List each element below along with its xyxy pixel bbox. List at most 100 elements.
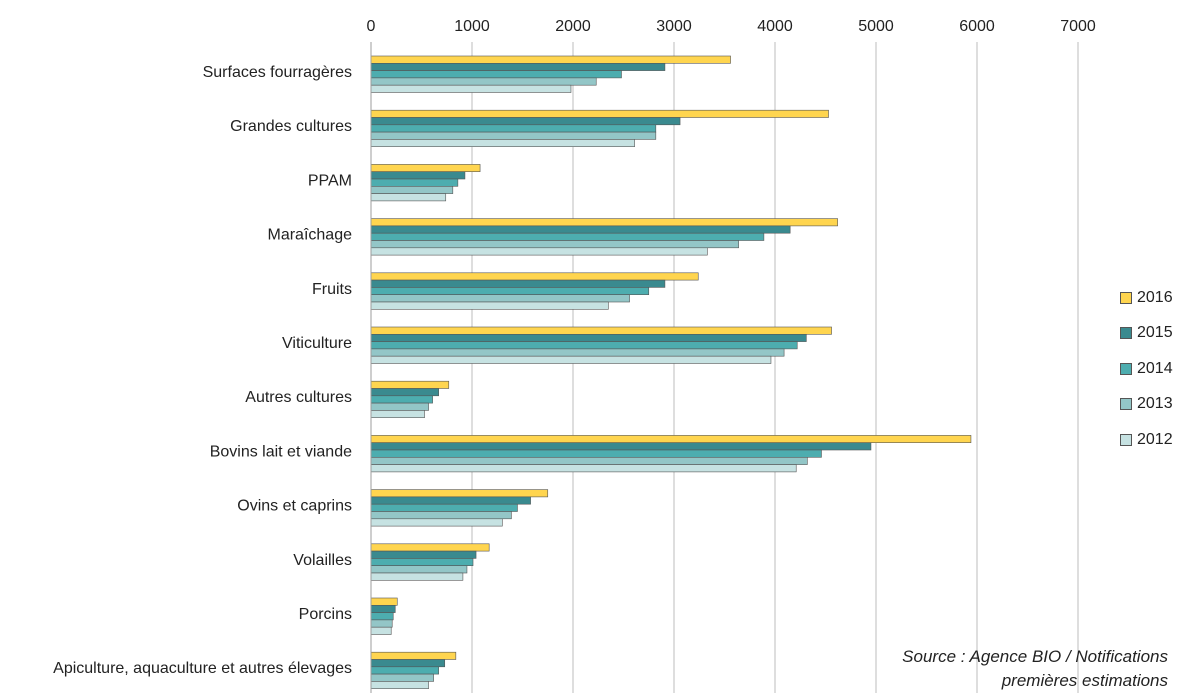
bar-2015-grandes-cultures xyxy=(370,117,681,126)
bar-2012-volailles xyxy=(370,572,464,581)
x-tick-label: 2000 xyxy=(555,18,591,35)
bar-2014-ovins-et-caprins xyxy=(370,503,518,512)
bar-2015-surfaces-fourrageres xyxy=(370,62,666,71)
legend-swatch xyxy=(1120,291,1132,304)
x-tick-label: 0 xyxy=(367,18,376,35)
source-line-1: Source : Agence BIO / Notifications xyxy=(902,647,1168,666)
legend-item-2014: 2014 xyxy=(1120,351,1186,387)
bar-2012-viticulture xyxy=(370,355,772,364)
legend-label: 2014 xyxy=(1137,359,1173,377)
bar-2012-autres-cultures xyxy=(370,410,425,418)
legend: 2016 2015 2014 2013 2012 xyxy=(1120,280,1186,458)
category-label: Grandes cultures xyxy=(230,118,352,135)
bar-2015-ovins-et-caprins xyxy=(370,496,531,505)
bar-2012-surfaces-fourrageres xyxy=(370,84,572,93)
bar-2014-porcins xyxy=(370,612,394,621)
bar-2013-autres-cultures xyxy=(370,402,429,411)
legend-swatch xyxy=(1120,398,1132,411)
bar-2012-porcins xyxy=(370,626,392,635)
category-label: Fruits xyxy=(312,281,352,298)
bar-2016-porcins xyxy=(370,597,398,606)
bar-2013-maraichage xyxy=(370,240,739,249)
bar-2014-autres-cultures xyxy=(370,395,433,404)
bar-2015-fruits xyxy=(370,279,666,288)
category-label: Viticulture xyxy=(282,335,352,352)
bar-2013-fruits xyxy=(370,294,630,303)
legend-swatch xyxy=(1120,327,1132,340)
bar-2016-grandes-cultures xyxy=(370,109,829,118)
x-tick-label: 6000 xyxy=(959,18,995,35)
bar-2015-bovins-lait-et-viande xyxy=(370,442,872,451)
category-label: Apiculture, aquaculture et autres élevag… xyxy=(53,660,352,677)
bar-2015-apiculture-aquaculture-et-autres-elevages xyxy=(370,659,446,668)
bar-2016-ovins-et-caprins xyxy=(370,489,549,498)
x-tick-label: 1000 xyxy=(454,18,490,35)
bar-2016-bovins-lait-et-viande xyxy=(370,435,972,443)
bar-2014-grandes-cultures xyxy=(370,124,657,133)
bar-2012-fruits xyxy=(370,301,609,310)
category-label: Porcins xyxy=(299,606,352,623)
bar-2013-ppam xyxy=(370,186,454,194)
bar-2013-porcins xyxy=(370,619,393,628)
legend-label: 2015 xyxy=(1137,324,1173,342)
bar-2012-bovins-lait-et-viande xyxy=(370,464,797,473)
bar-2014-viticulture xyxy=(370,341,798,350)
bar-2016-ppam xyxy=(370,164,481,172)
legend-item-2015: 2015 xyxy=(1120,316,1186,352)
source-line-2: premières estimations xyxy=(1001,671,1168,690)
bar-2014-surfaces-fourrageres xyxy=(370,70,622,79)
source-note: Source : Agence BIO / Notifications prem… xyxy=(902,645,1168,693)
x-tick-label: 7000 xyxy=(1060,18,1096,35)
legend-item-2013: 2013 xyxy=(1120,387,1186,423)
bar-2012-ovins-et-caprins xyxy=(370,518,503,527)
bar-2014-apiculture-aquaculture-et-autres-elevages xyxy=(370,666,439,675)
bar-2014-fruits xyxy=(370,287,650,295)
legend-swatch xyxy=(1120,433,1132,446)
legend-item-2016: 2016 xyxy=(1120,280,1186,316)
x-tick-label: 5000 xyxy=(858,18,894,35)
bar-2016-volailles xyxy=(370,543,490,552)
bar-2013-bovins-lait-et-viande xyxy=(370,456,808,465)
bar-2013-viticulture xyxy=(370,348,785,357)
bar-2014-bovins-lait-et-viande xyxy=(370,449,822,458)
bar-2012-grandes-cultures xyxy=(370,139,635,147)
legend-label: 2012 xyxy=(1137,430,1173,448)
bar-2013-apiculture-aquaculture-et-autres-elevages xyxy=(370,673,434,682)
bar-2015-maraichage xyxy=(370,225,791,234)
bar-2015-ppam xyxy=(370,171,466,180)
legend-label: 2013 xyxy=(1137,395,1173,413)
category-label: Volailles xyxy=(293,552,352,569)
category-label: Surfaces fourragères xyxy=(203,64,352,81)
legend-swatch xyxy=(1120,362,1132,375)
bar-2014-volailles xyxy=(370,558,474,567)
bar-2016-surfaces-fourrageres xyxy=(370,55,731,64)
bar-2012-ppam xyxy=(370,193,447,202)
category-label: Autres cultures xyxy=(245,389,352,406)
category-label: Bovins lait et viande xyxy=(210,443,352,460)
bar-2014-ppam xyxy=(370,178,459,187)
bar-2015-volailles xyxy=(370,550,477,559)
bar-2012-maraichage xyxy=(370,247,708,256)
legend-label: 2016 xyxy=(1137,288,1173,306)
bar-2013-ovins-et-caprins xyxy=(370,511,512,520)
bar-2015-autres-cultures xyxy=(370,388,439,397)
bar-2013-surfaces-fourrageres xyxy=(370,77,597,86)
legend-item-2012: 2012 xyxy=(1120,422,1186,458)
bar-2013-volailles xyxy=(370,565,468,574)
bar-2014-maraichage xyxy=(370,232,765,241)
bar-2012-apiculture-aquaculture-et-autres-elevages xyxy=(370,681,429,690)
category-label: Maraîchage xyxy=(268,227,353,244)
bar-2016-autres-cultures xyxy=(370,380,450,389)
category-label: PPAM xyxy=(308,172,352,189)
bar-2016-apiculture-aquaculture-et-autres-elevages xyxy=(370,651,457,660)
bar-2016-viticulture xyxy=(370,326,832,335)
x-tick-label: 4000 xyxy=(757,18,793,35)
bar-2016-fruits xyxy=(370,272,699,281)
bar-2015-viticulture xyxy=(370,333,807,342)
bar-2015-porcins xyxy=(370,604,396,613)
category-label: Ovins et caprins xyxy=(237,498,352,515)
bar-2013-grandes-cultures xyxy=(370,131,657,140)
x-tick-label: 3000 xyxy=(656,18,692,35)
bar-2016-maraichage xyxy=(370,218,838,227)
